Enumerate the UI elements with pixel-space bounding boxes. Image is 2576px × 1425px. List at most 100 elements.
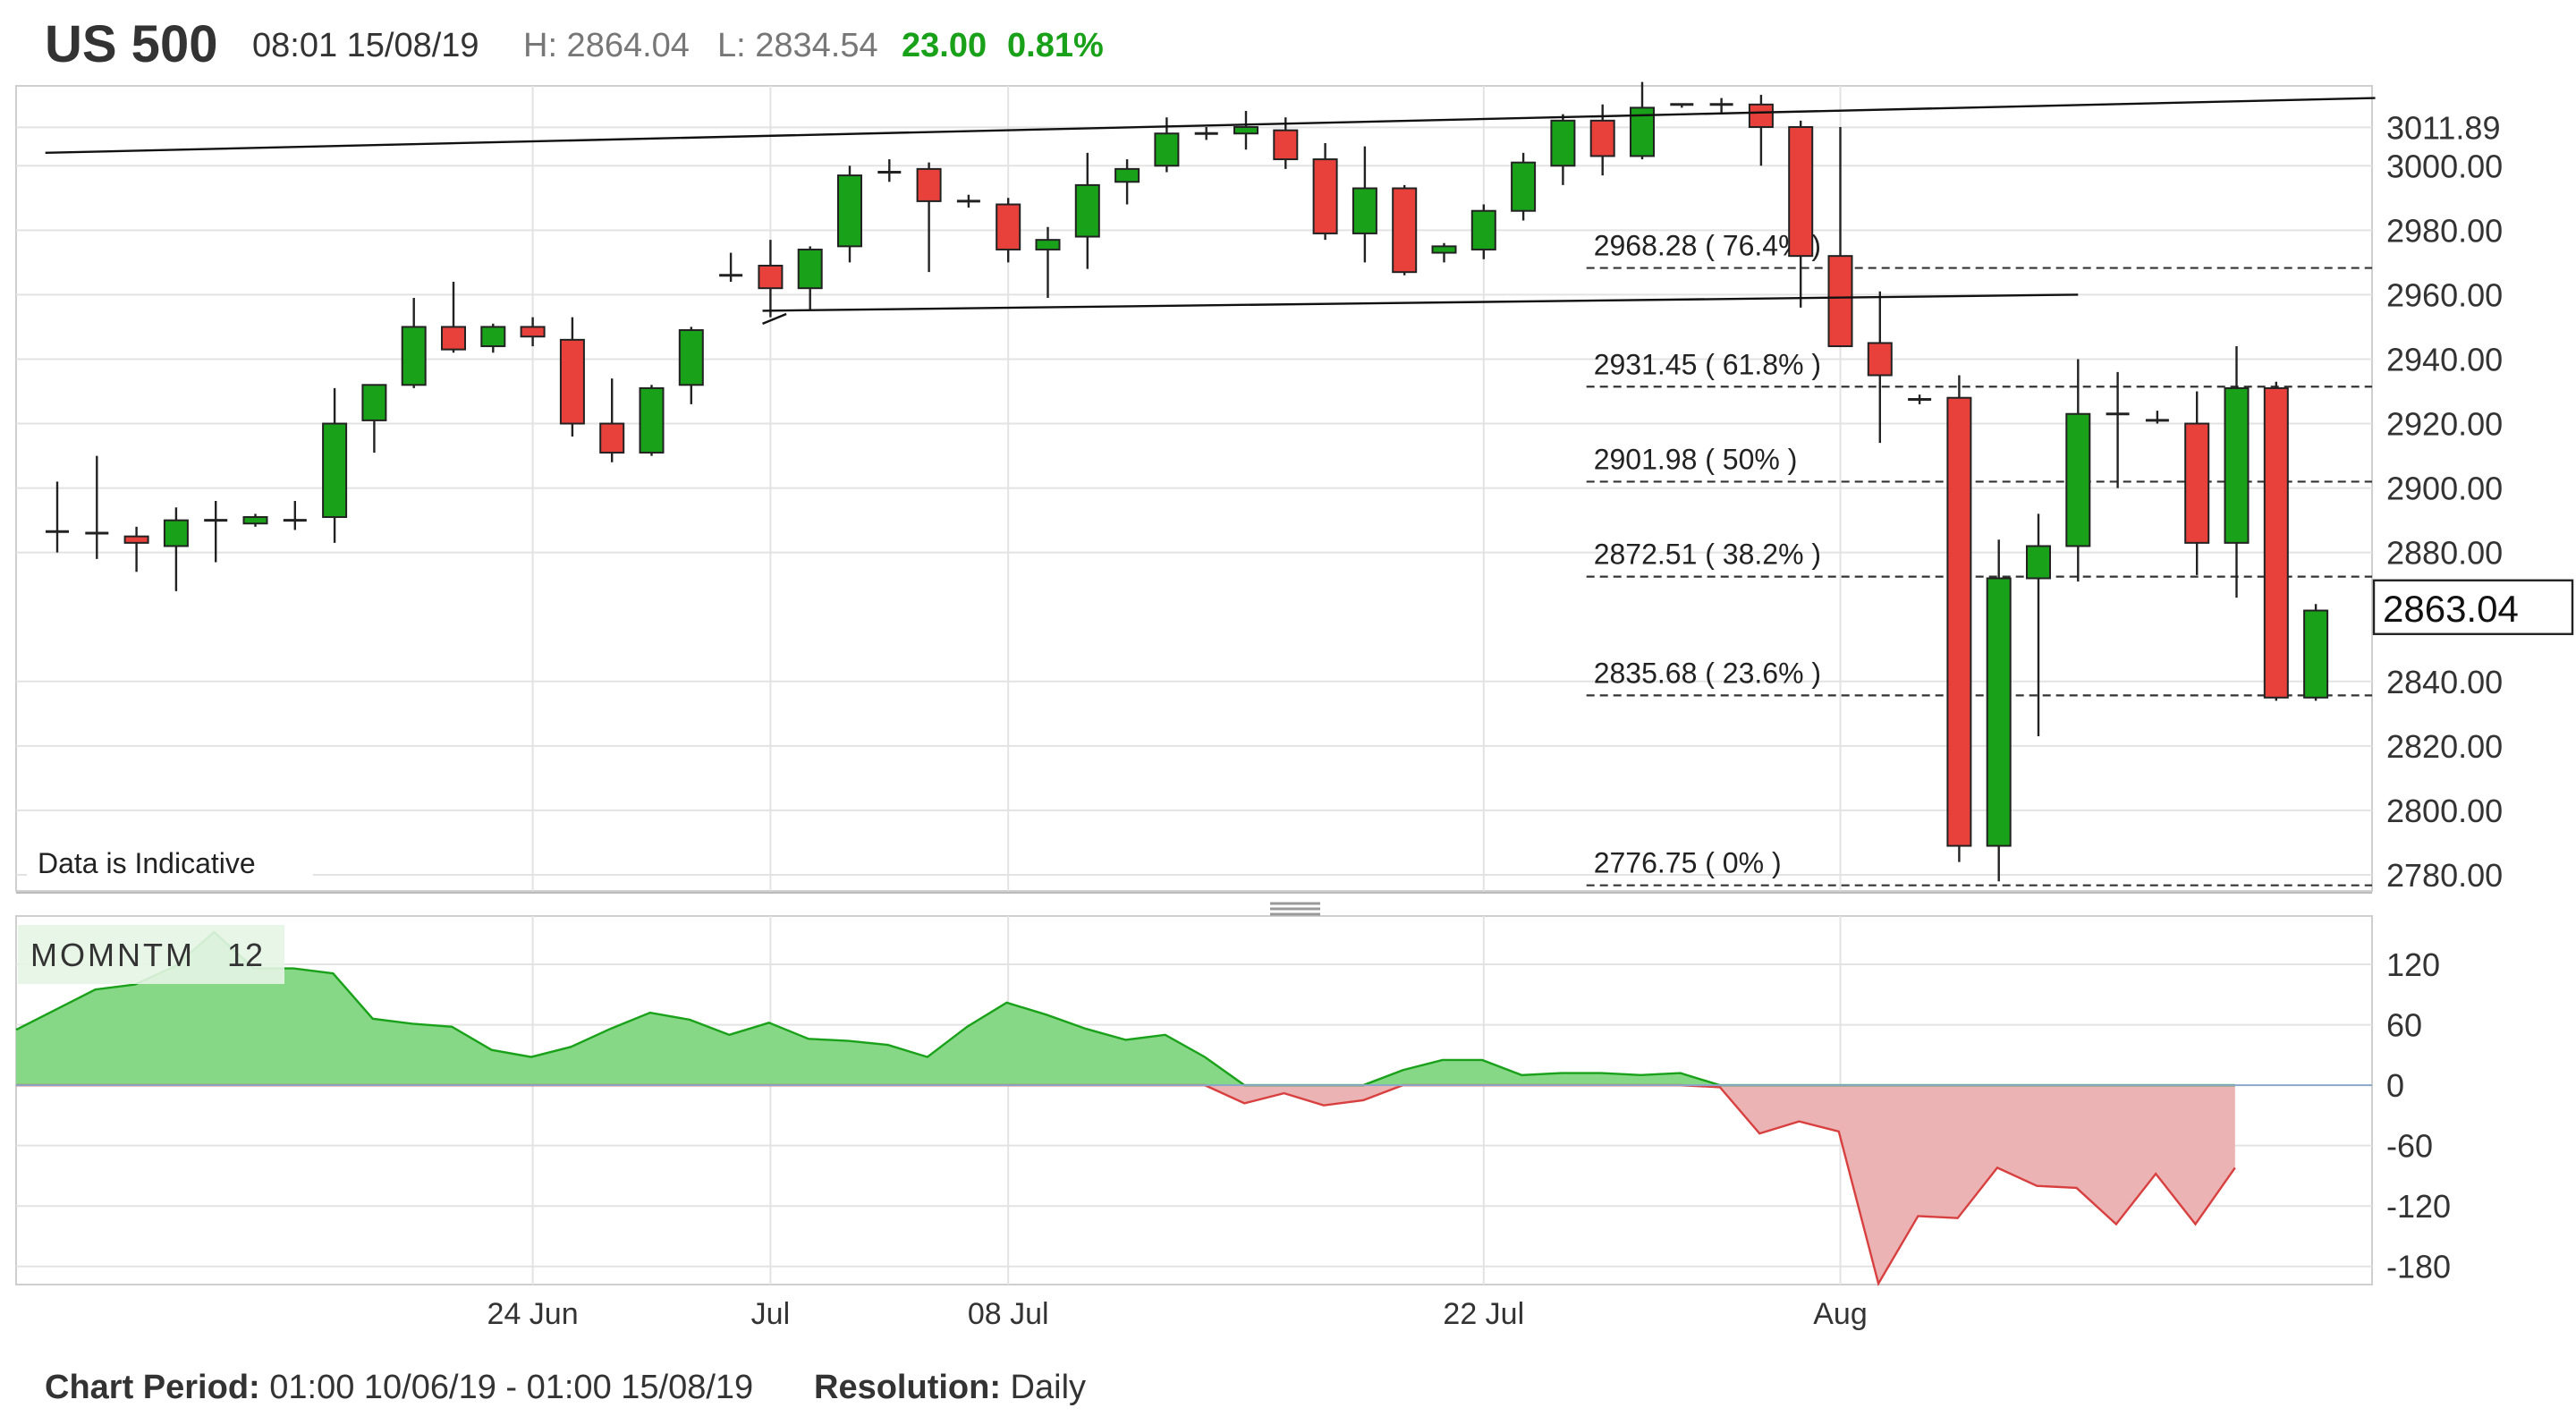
candle xyxy=(1867,291,1893,444)
candle xyxy=(599,378,625,462)
candle-body xyxy=(1827,255,1853,348)
candle xyxy=(2303,604,2329,701)
price-axis-tick-label: 2840.00 xyxy=(2386,664,2503,700)
chart-period: Chart Period: 01:00 10/06/19 - 01:00 15/… xyxy=(45,1369,753,1407)
candle-body xyxy=(1946,396,1972,847)
candle-body xyxy=(837,174,862,248)
candle xyxy=(2026,513,2051,737)
candle xyxy=(956,194,980,208)
x-axis-tick-label: 08 Jul xyxy=(968,1297,1049,1331)
indicator-period: 12 xyxy=(227,937,263,973)
candle-body xyxy=(797,248,823,290)
trendline xyxy=(45,97,2376,155)
current-price-box xyxy=(2372,579,2574,635)
momentum-axis-tick-label: -60 xyxy=(2386,1128,2433,1165)
x-axis-tick-label: 24 Jun xyxy=(487,1297,579,1331)
candle xyxy=(1194,127,1218,140)
fib-level-label: 2872.51 ( 38.2% ) xyxy=(1594,539,1821,571)
candle xyxy=(163,507,189,591)
momentum-axis-tick-label: 0 xyxy=(2386,1067,2404,1104)
x-axis-tick-label: 22 Jul xyxy=(1443,1297,1524,1331)
momentum-positive-area xyxy=(16,932,2235,1086)
candle xyxy=(1273,117,1299,169)
current-price-label: 2863.04 xyxy=(2383,588,2519,630)
candle-body xyxy=(678,329,704,386)
resolution-label: Resolution: xyxy=(814,1369,1001,1406)
candle-body xyxy=(1589,119,1615,157)
candle-body xyxy=(480,326,506,348)
candle xyxy=(401,298,427,388)
resolution: Resolution: Daily xyxy=(814,1369,1086,1407)
candle-body xyxy=(1035,239,1061,250)
candle xyxy=(678,327,704,404)
candle-body xyxy=(599,422,625,454)
candle-body xyxy=(1273,129,1299,161)
candle xyxy=(1827,127,1853,348)
fib-level-label: 2835.68 ( 23.6% ) xyxy=(1594,657,1821,689)
candle xyxy=(758,240,784,318)
candle-body xyxy=(2026,545,2051,580)
candle xyxy=(85,455,109,559)
candle xyxy=(916,162,942,273)
candle xyxy=(1788,120,1814,308)
momentum-panel-frame xyxy=(15,915,2373,1285)
fib-level-label: 2931.45 ( 61.8% ) xyxy=(1594,348,1821,380)
x-axis-tick-label: Jul xyxy=(751,1297,790,1331)
price-axis-tick-label: 2900.00 xyxy=(2386,471,2503,507)
candle xyxy=(322,387,348,543)
candle-body xyxy=(1550,119,1576,167)
candle-body xyxy=(758,264,784,290)
candle xyxy=(877,159,902,182)
candle-body xyxy=(1748,103,1774,129)
candle xyxy=(283,501,307,530)
candle-body xyxy=(2184,422,2210,544)
candle xyxy=(204,501,228,563)
momentum-axis-tick-label: 120 xyxy=(2386,946,2440,983)
candle xyxy=(797,246,823,311)
candle-body xyxy=(1431,245,1457,254)
candle xyxy=(2106,371,2130,488)
indicator-label-background xyxy=(18,925,284,984)
x-axis-tick-label: Aug xyxy=(1813,1297,1868,1331)
fib-level-label: 2968.28 ( 76.4% ) xyxy=(1594,230,1821,262)
candle xyxy=(1035,226,1061,299)
candle xyxy=(520,317,546,347)
candle xyxy=(1074,152,1100,269)
candle-body xyxy=(1312,158,1338,234)
change-percent: 0.81% xyxy=(1007,27,1104,64)
candle-body xyxy=(1511,161,1537,212)
price-axis-tick-label: 3000.00 xyxy=(2386,148,2503,184)
candle xyxy=(1550,114,1576,185)
candle xyxy=(1986,539,2012,882)
fib-level-label: 2776.75 ( 0% ) xyxy=(1594,847,1782,879)
chart-header: US 500 08:01 15/08/19 H: 2864.04 L: 2834… xyxy=(0,0,2576,86)
candle xyxy=(2224,346,2250,598)
data-indicative-note: Data is Indicative xyxy=(38,847,256,879)
price-axis-tick-label: 2880.00 xyxy=(2386,535,2503,572)
candle-body xyxy=(2263,386,2289,699)
price-axis-tick-label: 2980.00 xyxy=(2386,212,2503,249)
chart-period-value: 01:00 10/06/19 - 01:00 15/08/19 xyxy=(269,1369,754,1406)
candle xyxy=(719,252,743,282)
candle xyxy=(1470,204,1496,259)
candle-body xyxy=(520,326,546,338)
candle xyxy=(1114,159,1140,205)
candle xyxy=(1312,143,1338,241)
candle xyxy=(1233,111,1258,150)
candle-body xyxy=(2065,412,2091,547)
price-axis-tick-label: 2820.00 xyxy=(2386,728,2503,765)
candle xyxy=(559,317,585,437)
candle xyxy=(1946,375,1972,862)
candle-body xyxy=(916,167,942,202)
candle xyxy=(441,281,466,353)
candle-body xyxy=(1392,187,1418,274)
candle-body xyxy=(163,519,189,547)
candle xyxy=(1431,242,1457,263)
high-value: H: 2864.04 xyxy=(523,27,690,64)
candle-body xyxy=(322,422,348,519)
candle-body xyxy=(242,516,268,525)
trendline xyxy=(762,312,787,325)
candle xyxy=(480,323,506,353)
candle xyxy=(1630,81,1655,160)
